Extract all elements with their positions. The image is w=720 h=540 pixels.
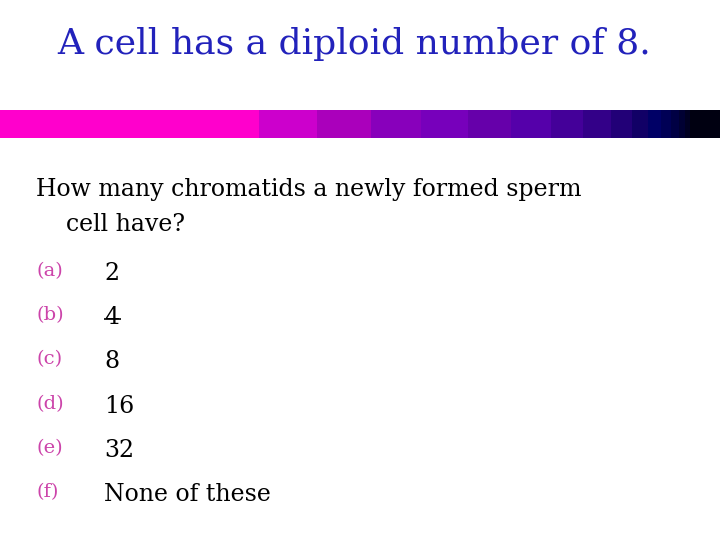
Text: (b): (b) xyxy=(36,306,63,324)
Text: (d): (d) xyxy=(36,395,63,413)
Text: None of these: None of these xyxy=(104,483,271,507)
Bar xyxy=(468,110,511,138)
Bar xyxy=(317,110,371,138)
Bar xyxy=(648,110,661,138)
Bar xyxy=(259,110,317,138)
Text: A cell has a diploid number of 8.: A cell has a diploid number of 8. xyxy=(58,27,652,61)
Text: 8: 8 xyxy=(104,350,120,374)
Bar xyxy=(551,110,583,138)
Text: How many chromatids a newly formed sperm: How many chromatids a newly formed sperm xyxy=(36,178,582,201)
Bar xyxy=(421,110,468,138)
Text: cell have?: cell have? xyxy=(36,213,185,237)
Bar xyxy=(611,110,632,138)
Text: (c): (c) xyxy=(36,350,62,368)
Text: (a): (a) xyxy=(36,262,63,280)
Bar xyxy=(511,110,551,138)
Bar xyxy=(632,110,648,138)
Bar xyxy=(671,110,679,138)
Bar xyxy=(661,110,671,138)
Text: 16: 16 xyxy=(104,395,135,418)
Bar xyxy=(371,110,421,138)
Bar xyxy=(0,110,259,138)
Text: (e): (e) xyxy=(36,439,63,457)
Bar xyxy=(695,110,720,138)
Bar xyxy=(690,110,695,138)
Text: 32: 32 xyxy=(104,439,135,462)
Bar xyxy=(685,110,690,138)
Text: 4: 4 xyxy=(104,306,120,329)
Bar xyxy=(583,110,611,138)
Bar xyxy=(679,110,685,138)
Text: (f): (f) xyxy=(36,483,58,501)
Text: 2: 2 xyxy=(104,262,120,285)
